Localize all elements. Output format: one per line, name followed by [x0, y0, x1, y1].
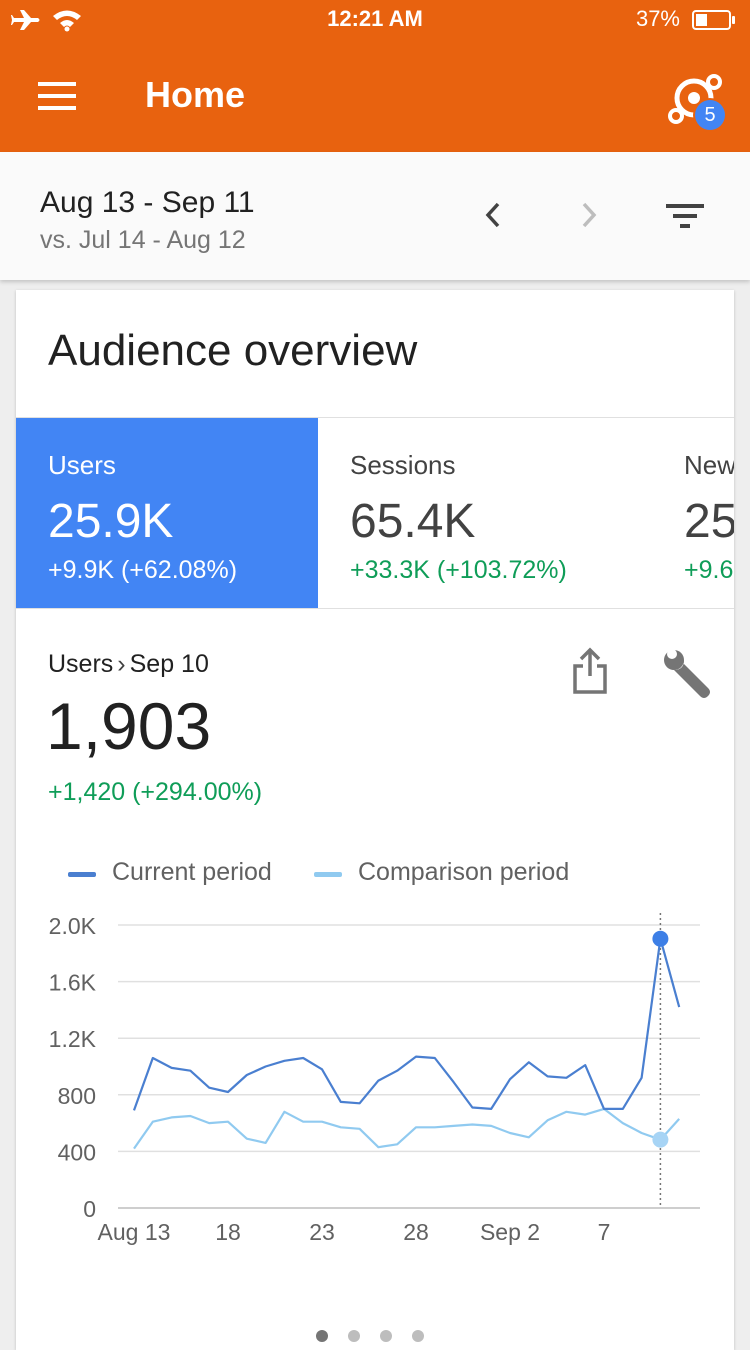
pager-dot[interactable] — [316, 1330, 328, 1342]
status-time: 12:21 AM — [327, 6, 423, 31]
date-range-current[interactable]: Aug 13 - Sep 11 — [40, 186, 255, 219]
app-bar: Home — [0, 40, 750, 152]
detail-date: Sep 10 — [129, 650, 209, 678]
x-tick-label: 23 — [309, 1219, 335, 1245]
pager-dot[interactable] — [380, 1330, 392, 1342]
x-tick-label: 7 — [598, 1219, 611, 1245]
chevron-right-icon[interactable] — [574, 198, 604, 232]
legend-swatch-current — [68, 872, 96, 877]
metric-value: 25.9K — [48, 495, 174, 548]
metric-tab-new[interactable]: New 25 +9.6 — [652, 418, 734, 608]
detail-value: 1,903 — [46, 689, 212, 763]
y-tick-label: 0 — [83, 1196, 96, 1222]
detail-separator: › — [117, 650, 126, 678]
x-tick-label: 18 — [215, 1219, 241, 1245]
x-tick-label: Sep 2 — [480, 1219, 540, 1245]
metric-change: +9.9K (+62.08%) — [48, 556, 238, 584]
date-range-bar[interactable]: Aug 13 - Sep 11 vs. Jul 14 - Aug 12 — [0, 152, 750, 280]
metric-label: New — [684, 450, 734, 480]
pager-dot[interactable] — [348, 1330, 360, 1342]
pager-dot[interactable] — [412, 1330, 424, 1342]
status-bar: 12:21 AM 37% — [0, 0, 750, 40]
insights-icon[interactable] — [668, 72, 730, 134]
legend-label-comparison: Comparison period — [358, 858, 570, 886]
metric-label: Users — [48, 450, 116, 480]
metric-value: 25 — [684, 495, 734, 548]
metric-change: +33.3K (+103.72%) — [350, 556, 567, 584]
x-tick-label: 28 — [403, 1219, 429, 1245]
page-title: Home — [145, 74, 246, 115]
metrics-row[interactable]: Users 25.9K +9.9K (+62.08%) Sessions 65.… — [16, 417, 734, 609]
metric-label: Sessions — [350, 450, 456, 480]
highlight-point-current — [652, 930, 669, 947]
wrench-icon[interactable] — [660, 648, 712, 700]
audience-overview-card: Audience overview Users 25.9K +9.9K (+62… — [16, 290, 734, 1350]
insights-badge: 5 — [695, 100, 725, 130]
share-icon[interactable] — [568, 646, 612, 696]
x-tick-label: Aug 13 — [98, 1219, 171, 1245]
y-tick-label: 800 — [58, 1083, 96, 1109]
highlight-point-comparison — [652, 1131, 669, 1148]
filter-icon[interactable] — [664, 200, 708, 232]
date-range-comparison: vs. Jul 14 - Aug 12 — [40, 226, 246, 254]
metric-change: +9.6 — [684, 556, 734, 584]
metric-tab-sessions[interactable]: Sessions 65.4K +33.3K (+103.72%) — [318, 418, 652, 608]
detail-metric: Users — [48, 650, 114, 678]
card-title: Audience overview — [48, 326, 418, 375]
detail-change: +1,420 (+294.00%) — [48, 778, 263, 806]
detail-label: Users › Sep 10 — [48, 650, 209, 679]
y-tick-label: 400 — [58, 1139, 96, 1165]
chevron-left-icon[interactable] — [478, 198, 508, 232]
series-line-comparison — [133, 1107, 681, 1150]
metric-value: 65.4K — [350, 495, 476, 548]
battery-percent: 37% — [635, 6, 680, 31]
y-tick-label: 1.6K — [49, 970, 97, 996]
card-pager[interactable] — [316, 1330, 456, 1350]
y-tick-label: 2.0K — [49, 913, 97, 939]
airplane-icon — [11, 10, 40, 30]
legend-swatch-comparison — [314, 872, 342, 877]
series-line-current — [132, 937, 681, 1111]
wifi-icon — [53, 10, 81, 32]
metric-tab-users[interactable]: Users 25.9K +9.9K (+62.08%) — [16, 418, 318, 608]
menu-icon[interactable] — [38, 82, 76, 110]
legend-label-current: Current period — [112, 858, 272, 886]
battery-icon — [692, 10, 735, 30]
y-tick-label: 1.2K — [49, 1026, 97, 1052]
